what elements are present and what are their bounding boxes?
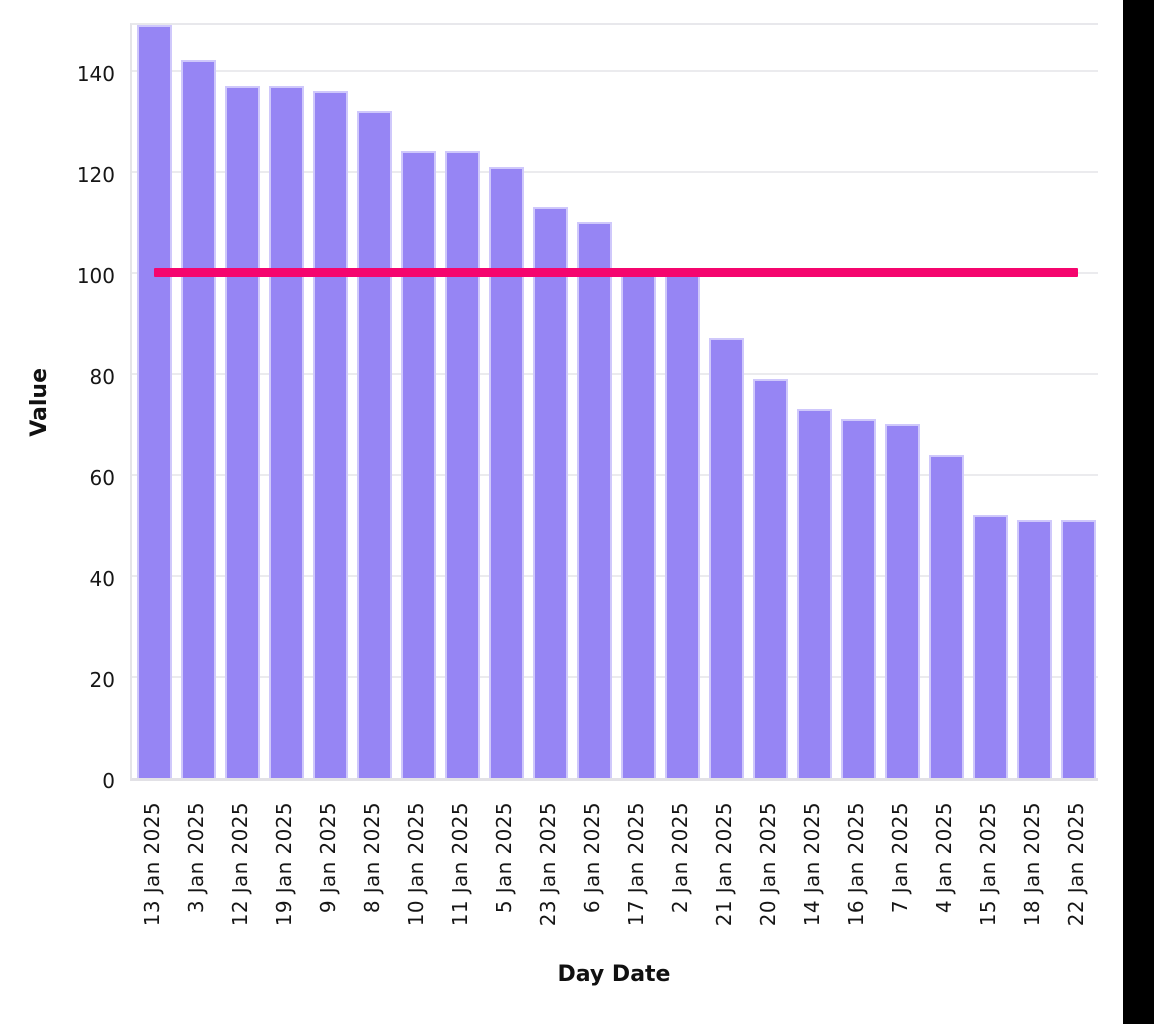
- bar-7-Jan-2025[interactable]: [884, 424, 920, 778]
- bar-17-Jan-2025[interactable]: [620, 267, 656, 778]
- x-axis-title: Day Date: [557, 962, 671, 987]
- y-axis-title: Value: [24, 342, 54, 462]
- x-tick-label-18-Jan-2025: 18 Jan 2025: [1020, 802, 1044, 927]
- x-tick-label-5-Jan-2025: 5 Jan 2025: [492, 802, 516, 914]
- reference-line[interactable]: [154, 268, 1078, 278]
- x-tick-label-21-Jan-2025: 21 Jan 2025: [712, 802, 736, 927]
- y-tick-label-0: 0: [102, 769, 115, 793]
- gridline-y-120: [132, 170, 1098, 173]
- y-tick-label-100: 100: [76, 263, 115, 288]
- gridline-y-20: [132, 675, 1098, 678]
- bar-23-Jan-2025[interactable]: [532, 206, 568, 778]
- bar-8-Jan-2025[interactable]: [356, 110, 392, 778]
- x-tick-label-10-Jan-2025: 10 Jan 2025: [404, 802, 428, 927]
- y-tick-label-60: 60: [89, 465, 115, 490]
- bar-9-Jan-2025[interactable]: [312, 90, 348, 778]
- y-tick-label-40: 40: [89, 566, 115, 591]
- x-tick-label-22-Jan-2025: 22 Jan 2025: [1064, 802, 1088, 927]
- bar-10-Jan-2025[interactable]: [400, 151, 436, 778]
- x-tick-label-2-Jan-2025: 2 Jan 2025: [668, 802, 692, 914]
- bar-18-Jan-2025[interactable]: [1016, 520, 1052, 778]
- plot-area: [130, 23, 1098, 781]
- x-tick-label-9-Jan-2025: 9 Jan 2025: [316, 802, 340, 914]
- y-tick-label-80: 80: [89, 364, 115, 389]
- screen-right-edge-strip: [1123, 0, 1154, 1024]
- x-tick-label-11-Jan-2025: 11 Jan 2025: [448, 802, 472, 927]
- x-tick-label-3-Jan-2025: 3 Jan 2025: [184, 802, 208, 914]
- bar-6-Jan-2025[interactable]: [576, 222, 612, 778]
- bar-20-Jan-2025[interactable]: [752, 378, 788, 778]
- gridline-y-140: [132, 69, 1098, 72]
- x-tick-label-14-Jan-2025: 14 Jan 2025: [800, 802, 824, 927]
- bar-12-Jan-2025[interactable]: [224, 85, 260, 778]
- bar-14-Jan-2025[interactable]: [796, 409, 832, 778]
- x-tick-label-20-Jan-2025: 20 Jan 2025: [756, 802, 780, 927]
- x-tick-label-15-Jan-2025: 15 Jan 2025: [976, 802, 1000, 927]
- bar-16-Jan-2025[interactable]: [840, 419, 876, 778]
- bar-15-Jan-2025[interactable]: [972, 515, 1008, 778]
- gridline-y-80: [132, 372, 1098, 375]
- bar-5-Jan-2025[interactable]: [488, 166, 524, 778]
- y-tick-label-120: 120: [76, 162, 115, 187]
- y-tick-label-140: 140: [76, 61, 115, 86]
- x-tick-label-6-Jan-2025: 6 Jan 2025: [580, 802, 604, 914]
- x-tick-label-23-Jan-2025: 23 Jan 2025: [536, 802, 560, 927]
- x-tick-label-8-Jan-2025: 8 Jan 2025: [360, 802, 384, 914]
- bar-21-Jan-2025[interactable]: [708, 338, 744, 778]
- bar-4-Jan-2025[interactable]: [928, 454, 964, 778]
- x-tick-label-4-Jan-2025: 4 Jan 2025: [932, 802, 956, 914]
- x-tick-label-12-Jan-2025: 12 Jan 2025: [228, 802, 252, 927]
- x-tick-label-19-Jan-2025: 19 Jan 2025: [272, 802, 296, 927]
- x-tick-label-17-Jan-2025: 17 Jan 2025: [624, 802, 648, 927]
- bar-11-Jan-2025[interactable]: [444, 151, 480, 778]
- x-tick-label-13-Jan-2025: 13 Jan 2025: [140, 802, 164, 927]
- bar-22-Jan-2025[interactable]: [1060, 520, 1096, 778]
- y-tick-label-20: 20: [89, 667, 115, 692]
- bar-3-Jan-2025[interactable]: [180, 60, 216, 778]
- gridline-y-40: [132, 574, 1098, 577]
- x-tick-label-7-Jan-2025: 7 Jan 2025: [888, 802, 912, 914]
- gridline-y-60: [132, 473, 1098, 476]
- bar-13-Jan-2025[interactable]: [136, 25, 172, 778]
- bar-19-Jan-2025[interactable]: [268, 85, 304, 778]
- bar-2-Jan-2025[interactable]: [664, 272, 700, 778]
- x-tick-label-16-Jan-2025: 16 Jan 2025: [844, 802, 868, 927]
